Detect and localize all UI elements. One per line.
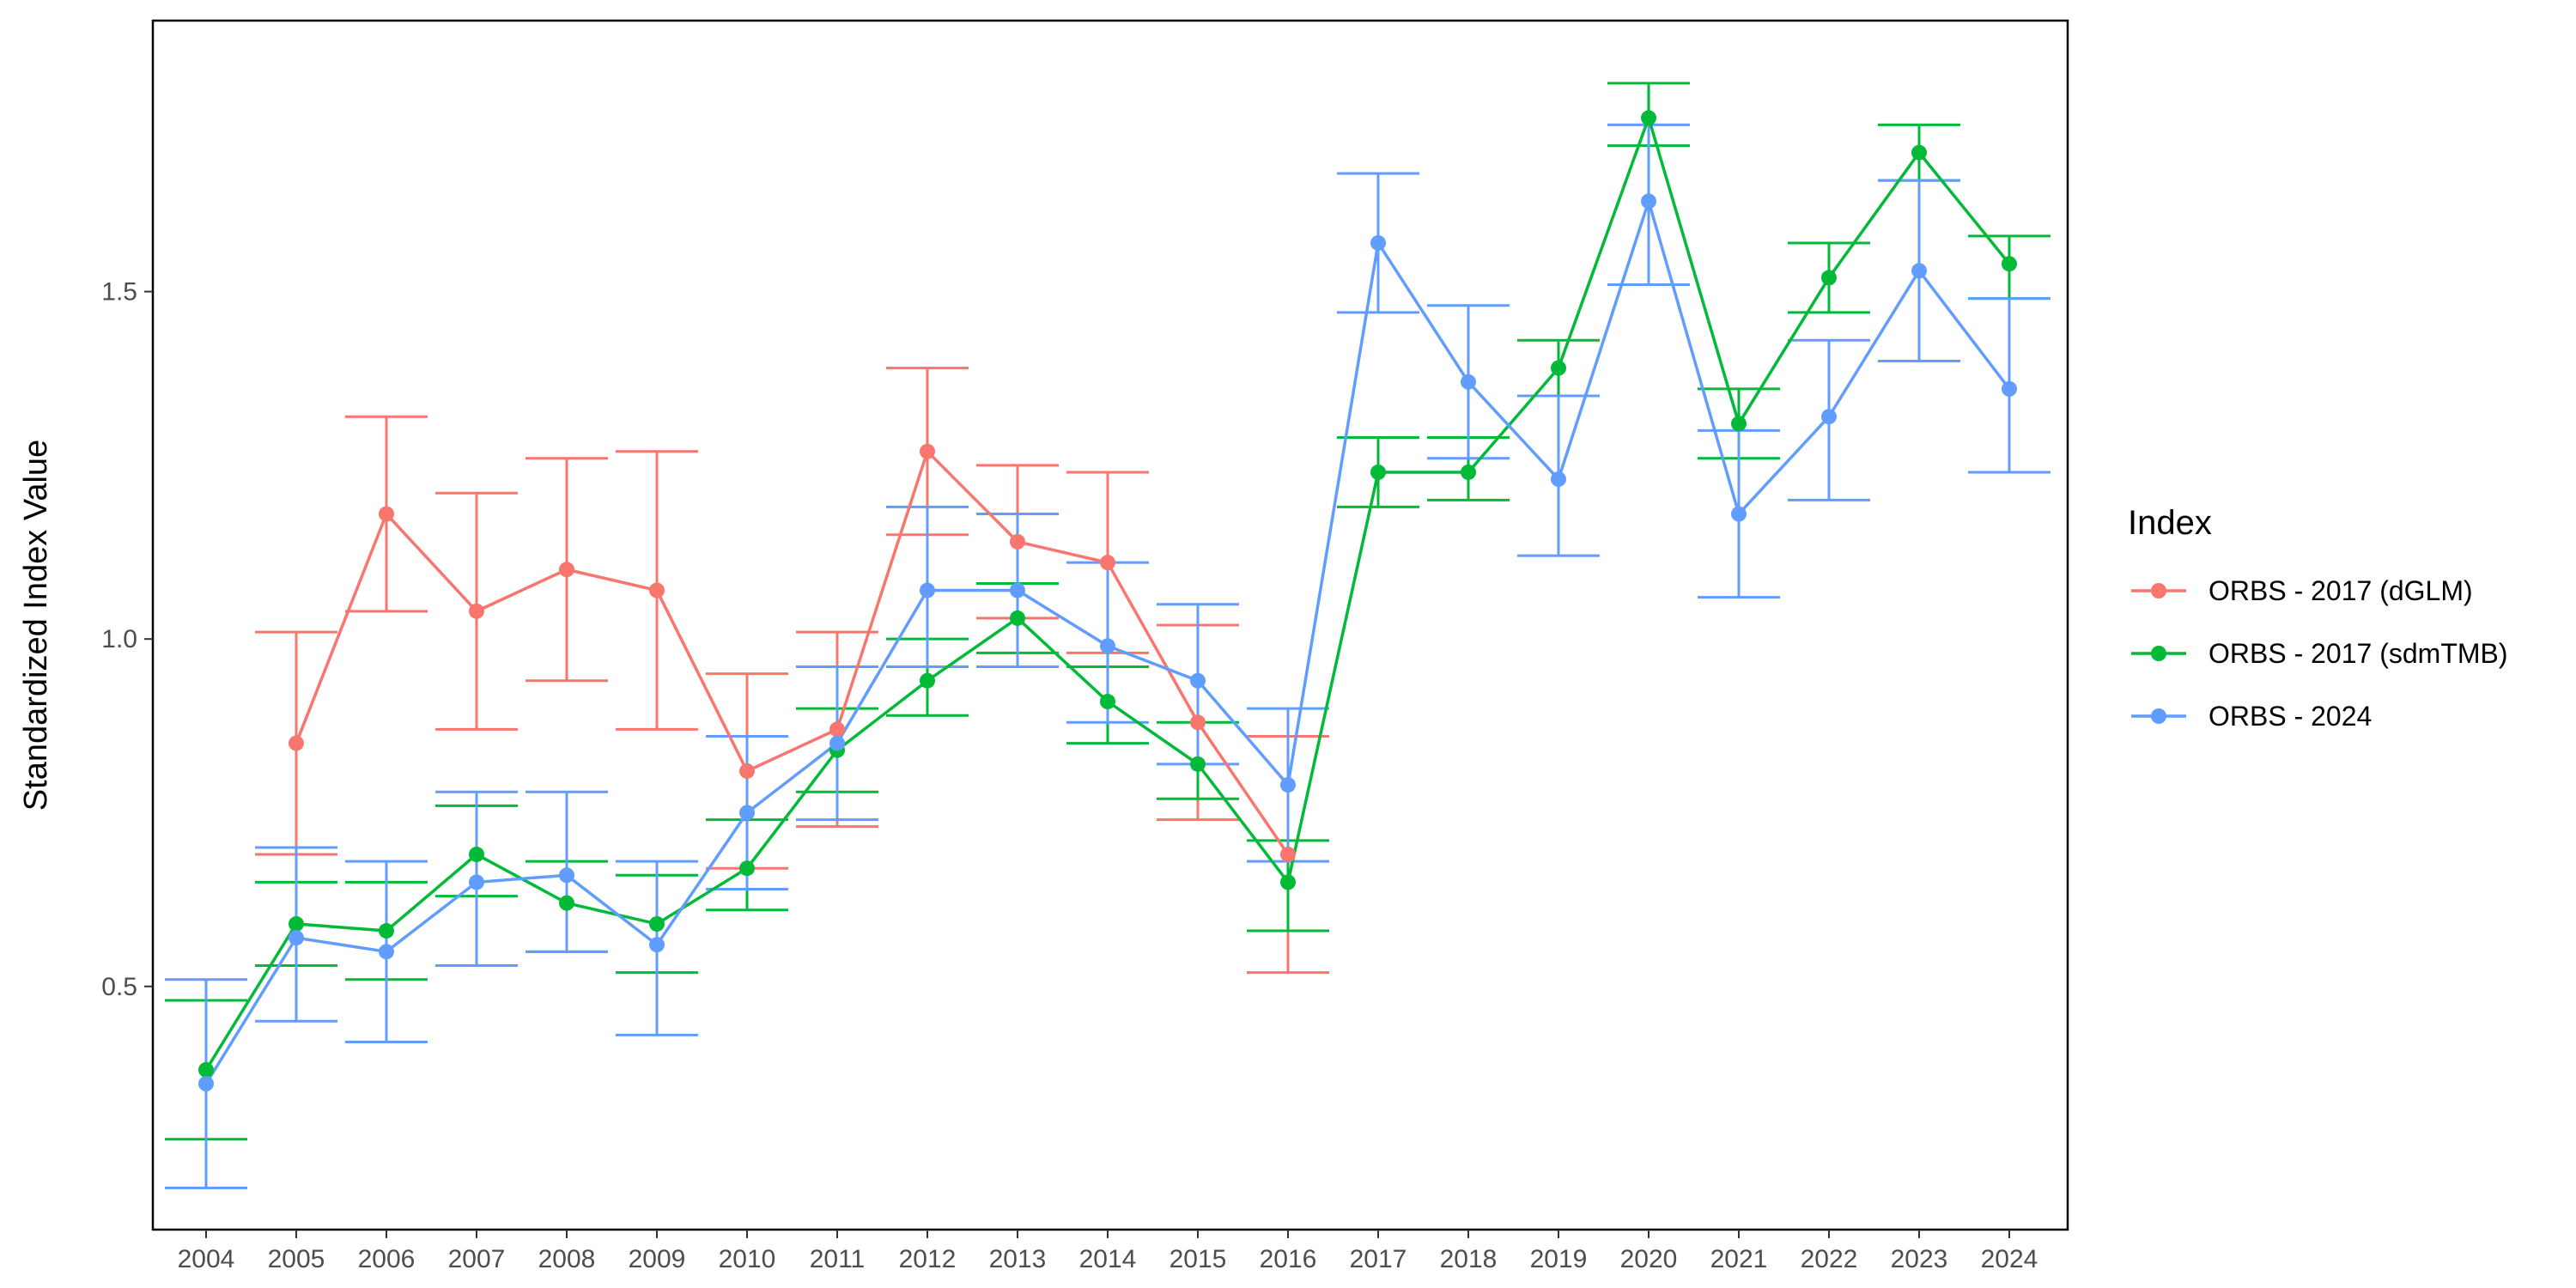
- legend-key-point: [2151, 708, 2166, 724]
- x-tick-label: 2020: [1620, 1245, 1678, 1273]
- data-point: [198, 1076, 214, 1092]
- data-point: [379, 944, 394, 960]
- y-tick-label: 1.5: [101, 278, 137, 307]
- data-point: [2002, 256, 2017, 272]
- x-tick-label: 2005: [268, 1245, 325, 1273]
- data-point: [469, 874, 484, 890]
- data-point: [649, 582, 665, 598]
- data-point: [1731, 506, 1747, 522]
- data-point: [1911, 263, 1927, 279]
- data-point: [829, 735, 845, 751]
- data-point: [379, 923, 394, 939]
- legend: ORBS - 2017 (dGLM) ORBS - 2017 (sdmTMB) OR…: [2131, 575, 2508, 732]
- data-point: [1551, 471, 1566, 488]
- data-point: [1190, 714, 1206, 731]
- x-tick-label: 2011: [810, 1245, 866, 1273]
- data-point: [649, 937, 665, 953]
- plot-panel-border: [151, 19, 2069, 1231]
- data-point: [739, 860, 755, 877]
- legend-label: ORBS - 2017 (sdmTMB): [2208, 638, 2508, 669]
- x-tick-label: 2010: [719, 1245, 776, 1273]
- x-tick-label: 2019: [1530, 1245, 1588, 1273]
- y-tick-label: 1.0: [101, 625, 137, 653]
- data-point: [1370, 464, 1386, 480]
- data-point: [739, 805, 755, 821]
- data-point: [1370, 234, 1386, 251]
- legend-key-point: [2151, 583, 2166, 598]
- data-point: [1911, 144, 1927, 161]
- data-point: [1821, 409, 1837, 425]
- x-tick-label: 2006: [358, 1245, 416, 1273]
- legend-label: ORBS - 2024: [2208, 701, 2372, 732]
- data-point: [1641, 193, 1656, 210]
- legend-title: Index: [2128, 504, 2212, 542]
- x-tick-label: 2018: [1440, 1245, 1498, 1273]
- series-line: [295, 448, 1290, 856]
- data-point: [469, 847, 484, 863]
- y-axis-title: Standardized Index Value: [18, 440, 54, 811]
- series-points: [198, 110, 2017, 1092]
- data-point: [1461, 374, 1476, 390]
- data-point: [1190, 672, 1206, 689]
- x-tick-label: 2016: [1260, 1245, 1317, 1273]
- data-point: [1100, 555, 1115, 571]
- data-point: [1280, 777, 1296, 793]
- x-tick-label: 2014: [1079, 1245, 1137, 1273]
- data-point: [1731, 416, 1747, 432]
- data-point: [920, 582, 935, 598]
- data-point: [739, 762, 755, 779]
- data-point: [1100, 694, 1115, 710]
- data-point: [2002, 380, 2017, 397]
- x-tick-label: 2004: [178, 1245, 235, 1273]
- axes: 2004 2005 2006 2007 2008 2009 2010 2011 2012 2013…: [101, 278, 2038, 1273]
- data-point: [1010, 533, 1025, 550]
- x-tick-label: 2009: [629, 1245, 686, 1273]
- data-point: [920, 443, 935, 459]
- data-point: [469, 603, 484, 619]
- data-point: [1100, 638, 1115, 654]
- data-point: [1461, 464, 1476, 480]
- x-tick-label: 2021: [1710, 1245, 1768, 1273]
- x-tick-label: 2012: [899, 1245, 957, 1273]
- y-tick-label: 0.5: [101, 973, 137, 1001]
- data-point: [1010, 582, 1025, 598]
- data-point: [289, 930, 304, 946]
- data-point: [920, 672, 935, 689]
- data-point: [379, 506, 394, 522]
- data-point: [1190, 756, 1206, 772]
- data-point: [289, 735, 304, 751]
- data-point: [1641, 110, 1656, 126]
- data-point: [198, 1061, 214, 1078]
- data-point: [1280, 874, 1296, 890]
- data-point: [1010, 610, 1025, 626]
- x-tick-label: 2017: [1350, 1245, 1407, 1273]
- data-point: [559, 895, 574, 911]
- x-tick-label: 2008: [538, 1245, 596, 1273]
- data-point: [1551, 360, 1566, 376]
- data-point: [559, 562, 574, 578]
- data-point: [829, 721, 845, 738]
- x-tick-label: 2013: [989, 1245, 1047, 1273]
- data-point: [1821, 270, 1837, 286]
- x-tick-label: 2024: [1981, 1245, 2038, 1273]
- x-tick-label: 2022: [1801, 1245, 1858, 1273]
- data-point: [649, 915, 665, 932]
- x-tick-label: 2015: [1170, 1245, 1227, 1273]
- x-tick-label: 2023: [1891, 1245, 1948, 1273]
- legend-label: ORBS - 2017 (dGLM): [2208, 575, 2473, 606]
- legend-key-point: [2151, 646, 2166, 661]
- x-tick-label: 2007: [448, 1245, 506, 1273]
- data-point: [289, 915, 304, 932]
- data-point: [1280, 847, 1296, 863]
- data-point: [559, 867, 574, 884]
